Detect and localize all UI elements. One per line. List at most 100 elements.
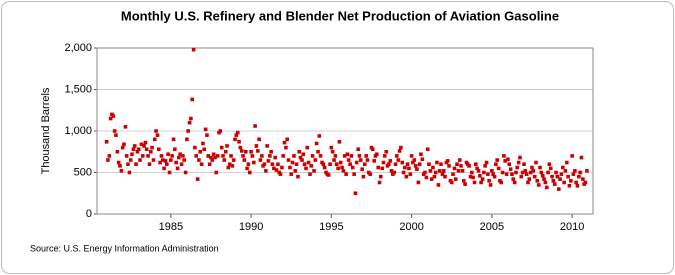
data-point <box>317 134 322 138</box>
data-point <box>252 160 256 165</box>
data-point <box>471 175 475 180</box>
data-point <box>119 169 124 173</box>
data-point <box>106 158 110 162</box>
data-point <box>177 155 181 160</box>
data-point <box>245 166 249 171</box>
data-point <box>358 158 363 162</box>
data-point <box>530 165 534 170</box>
data-point <box>169 158 173 162</box>
data-point <box>253 124 257 128</box>
data-point <box>365 158 370 162</box>
data-point <box>558 177 562 181</box>
data-point <box>575 183 580 188</box>
data-point <box>138 158 142 162</box>
data-point <box>552 182 557 186</box>
data-point <box>334 162 339 166</box>
data-point <box>443 174 447 179</box>
x-tick-label: 1985 <box>159 221 183 233</box>
data-point <box>519 174 524 179</box>
data-point <box>146 154 150 158</box>
data-point <box>268 154 272 158</box>
data-point <box>158 160 162 165</box>
data-point <box>439 162 443 166</box>
data-point <box>495 158 499 162</box>
data-point <box>470 170 474 175</box>
data-point <box>534 160 538 165</box>
data-point <box>270 162 275 166</box>
data-point <box>452 166 457 171</box>
data-point <box>156 147 161 152</box>
data-point <box>246 162 251 166</box>
data-point <box>272 166 276 171</box>
data-point <box>130 152 134 157</box>
x-tick-label: 2005 <box>480 221 504 233</box>
data-point <box>546 170 550 175</box>
data-point <box>276 162 280 166</box>
data-point <box>467 164 471 168</box>
data-point <box>189 116 193 121</box>
data-point <box>488 183 493 187</box>
data-point <box>526 180 530 185</box>
data-point <box>300 158 304 162</box>
data-point <box>116 160 121 165</box>
data-point <box>350 165 355 170</box>
data-point <box>254 144 259 148</box>
data-point <box>213 155 217 160</box>
data-point <box>478 174 482 178</box>
data-point <box>419 152 423 157</box>
data-point <box>198 149 203 154</box>
data-point <box>128 158 133 162</box>
data-point <box>248 170 252 175</box>
data-point <box>197 158 201 162</box>
data-point <box>195 177 200 181</box>
data-point <box>233 137 237 142</box>
data-point <box>183 170 188 175</box>
data-point <box>554 170 558 175</box>
data-point <box>134 162 138 166</box>
data-point <box>579 155 584 160</box>
data-point <box>207 162 212 166</box>
data-point <box>374 152 379 157</box>
data-point <box>203 127 208 132</box>
data-point <box>171 137 176 142</box>
data-point <box>154 129 158 133</box>
data-point <box>282 140 287 145</box>
data-point <box>395 154 399 158</box>
data-point <box>507 162 512 166</box>
data-point <box>104 139 109 144</box>
data-point <box>432 174 437 179</box>
data-point <box>399 145 403 150</box>
data-point <box>377 180 382 185</box>
data-point <box>309 164 314 168</box>
data-point <box>314 141 319 146</box>
data-point <box>201 141 205 146</box>
data-point <box>341 169 346 173</box>
data-point <box>329 145 334 150</box>
data-point <box>577 174 581 179</box>
data-point <box>131 147 136 152</box>
data-point <box>162 166 166 171</box>
data-point <box>500 170 505 175</box>
data-point <box>313 158 318 162</box>
data-point <box>293 169 298 173</box>
source-note: Source: U.S. Energy Information Administ… <box>30 243 219 253</box>
data-point <box>178 152 182 157</box>
data-point <box>152 137 157 142</box>
data-point <box>258 158 263 162</box>
data-point <box>372 159 377 163</box>
data-point <box>296 174 300 179</box>
data-point <box>441 169 446 173</box>
data-point <box>112 129 117 133</box>
data-point <box>330 149 335 154</box>
data-point <box>159 154 164 158</box>
data-point <box>328 162 332 166</box>
plot-border <box>96 47 594 215</box>
data-point <box>264 169 268 173</box>
data-point <box>569 179 573 183</box>
data-point <box>298 155 303 160</box>
data-point <box>496 166 501 171</box>
data-point <box>370 147 375 152</box>
data-point <box>107 154 112 158</box>
data-point <box>170 154 174 158</box>
